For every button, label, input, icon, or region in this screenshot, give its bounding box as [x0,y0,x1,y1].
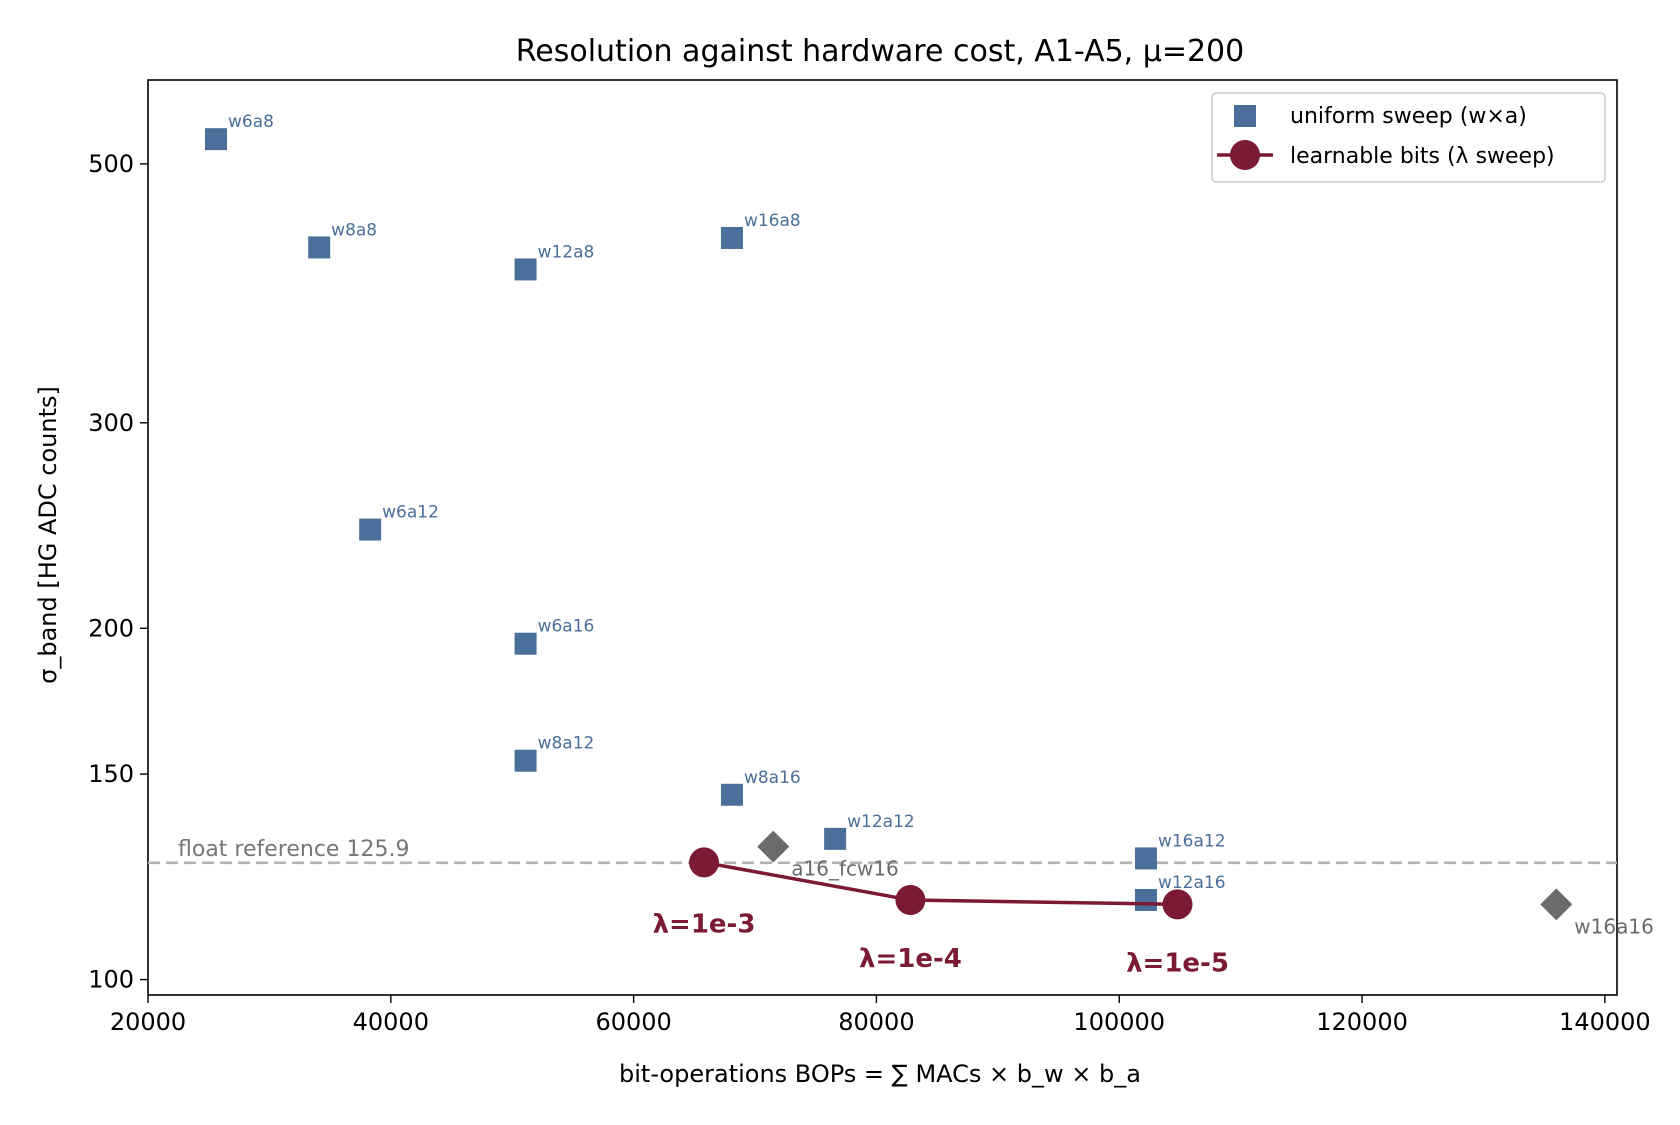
diamond-point [1540,888,1573,921]
learnable-point [1162,889,1193,920]
learnable-point-label: λ=1e-3 [653,909,756,939]
uniform-point [720,783,743,806]
legend-learnable-label: learnable bits (λ sweep) [1290,144,1555,169]
learnable-point-label: λ=1e-5 [1126,948,1229,978]
diamond-point-label: a16_fcw16 [791,857,899,881]
uniform-point-label: w6a8 [228,112,274,132]
x-tick-label: 20000 [110,1008,186,1036]
uniform-point [720,226,743,249]
y-tick-label: 150 [88,760,134,788]
x-tick-label: 60000 [595,1008,671,1036]
uniform-point-label: w12a12 [847,812,915,832]
legend-box [1211,92,1606,183]
legend-learnable-marker [1230,140,1260,170]
legend-uniform-label: uniform sweep (w×a) [1290,104,1527,129]
uniform-point [1134,888,1157,911]
x-tick-label: 140000 [1559,1008,1651,1036]
uniform-point [824,827,847,850]
y-tick-label: 100 [88,966,134,994]
learnable-point [689,847,720,878]
uniform-point-label: w8a8 [331,220,377,240]
uniform-point-label: w16a12 [1158,831,1226,851]
uniform-point-label: w12a8 [538,242,595,262]
axes-frame [147,79,1618,996]
uniform-point [359,518,382,541]
float-reference-label: float reference 125.9 [178,837,409,862]
uniform-point-label: w12a16 [1158,873,1226,893]
y-tick-label: 300 [88,409,134,437]
x-tick-label: 40000 [353,1008,429,1036]
x-tick-label: 100000 [1073,1008,1165,1036]
learnable-point-label: λ=1e-4 [859,944,962,974]
y-tick-label: 200 [88,614,134,642]
y-axis-label: σ_band [HG ADC counts] [34,386,62,684]
y-tick-label: 500 [88,150,134,178]
uniform-point-label: w16a8 [744,211,801,231]
uniform-point [514,632,537,655]
x-tick-label: 120000 [1316,1008,1408,1036]
uniform-point-label: w8a12 [538,734,595,754]
uniform-point [204,128,227,151]
uniform-point-label: w6a16 [538,617,595,637]
uniform-point [308,236,331,259]
legend-uniform-marker [1234,105,1256,127]
uniform-point [514,749,537,772]
learnable-point [895,884,926,915]
plot-area: 20000 40000 60000 80000 100000 120000 140000 10… [88,79,1654,1036]
uniform-point [1134,847,1157,870]
diamond-point [757,830,790,863]
uniform-point [514,258,537,281]
x-axis-label: bit-operations BOPs = ∑ MACs × b_w × b_a [619,1060,1141,1088]
uniform-point-label: w6a12 [382,503,439,523]
diamond-point-label: w16a16 [1574,914,1654,938]
x-tick-label: 80000 [838,1008,914,1036]
uniform-point-label: w8a16 [744,768,801,788]
chart-title: Resolution against hardware cost, A1-A5,… [516,34,1244,69]
legend: uniform sweep (w×a) learnable bits (λ swe… [1211,92,1606,183]
